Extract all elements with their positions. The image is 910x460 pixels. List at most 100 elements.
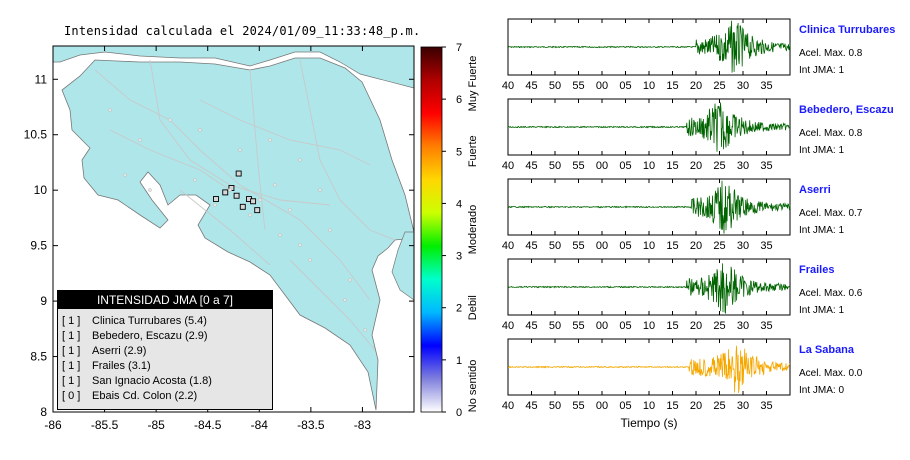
colorbar-tick-label: 3 xyxy=(456,251,462,263)
waveform-panel: 40 45 50 55 00 05 10 15 20 25 30 35 xyxy=(502,338,791,412)
waveform-x-tick-label: 05 xyxy=(619,240,631,252)
trace-station-name: Aserri xyxy=(799,184,831,196)
waveform-x-tick-label: 30 xyxy=(737,320,749,332)
waveform-x-tick-label: 45 xyxy=(525,400,537,412)
waveform-x-tick-label: 55 xyxy=(572,160,584,172)
waveform-x-tick-label: 25 xyxy=(713,160,725,172)
waveform-x-tick-label: 10 xyxy=(643,320,655,332)
waveform-x-tick-label: 35 xyxy=(760,400,772,412)
waveform-x-tick-label: 20 xyxy=(690,160,702,172)
waveform-x-tick-label: 40 xyxy=(502,160,514,172)
waveform-x-tick-label: 15 xyxy=(666,160,678,172)
waveform-x-tick-label: 35 xyxy=(760,320,772,332)
city-dot xyxy=(298,158,302,162)
legend-item-name: Bebedero, Escazu (2.9) xyxy=(92,330,208,342)
intensity-legend: INTENSIDAD JMA [0 a 7] [ 1 ] Clinica Turr… xyxy=(57,290,273,410)
waveform-x-tick-label: 55 xyxy=(572,80,584,92)
city-dot xyxy=(288,208,292,212)
trace-int-jma: Int JMA: 1 xyxy=(799,305,845,316)
station-marker xyxy=(213,196,219,203)
waveform-x-tick-label: 50 xyxy=(549,400,561,412)
station-marker xyxy=(222,189,229,196)
legend-item-name: San Ignacio Acosta (1.8) xyxy=(92,375,212,387)
city-dot xyxy=(258,198,262,202)
waveform-x-tick-label: 05 xyxy=(619,400,631,412)
city-dot xyxy=(268,138,272,142)
waveform-x-tick-label: 20 xyxy=(690,240,702,252)
waveform-panels: 40 45 50 55 00 05 10 15 20 25 30 35 40 45 50 55 00 05 10 15… xyxy=(502,18,791,430)
colorbar-tick-label: 7 xyxy=(456,42,462,54)
legend-item-jma: [ 0 ] xyxy=(62,390,81,402)
city-dot xyxy=(238,148,242,152)
map-x-tick-label: -84.5 xyxy=(194,418,222,432)
map-y-tick-label: 10.5 xyxy=(24,128,48,142)
trace-accel-max: Acel. Max. 0.8 xyxy=(799,48,863,59)
city-dot xyxy=(213,203,217,207)
waveform-x-tick-label: 05 xyxy=(619,320,631,332)
legend-item: [ 1 ] Bebedero, Escazu (2.9) xyxy=(62,329,272,344)
city-dot xyxy=(308,258,312,262)
waveform-x-tick-label: 35 xyxy=(760,160,772,172)
city-dot xyxy=(138,138,142,142)
waveform-x-tick-label: 00 xyxy=(596,160,608,172)
map-y-tick-label: 10 xyxy=(34,183,48,197)
waveform-x-tick-label: 00 xyxy=(596,400,608,412)
legend-item-name: Ebais Cd. Colon (2.2) xyxy=(92,390,198,402)
legend-header: INTENSIDAD JMA [0 a 7] xyxy=(58,291,272,309)
legend-item: [ 1 ] Frailes (3.1) xyxy=(62,359,272,374)
roads xyxy=(94,59,396,351)
waveform-x-tick-label: 10 xyxy=(643,240,655,252)
map-x-tick-label: -83 xyxy=(354,418,372,432)
colorbar-intensity-label: Fuerte xyxy=(467,135,479,167)
waveform-x-tick-label: 20 xyxy=(690,80,702,92)
waveform-x-tick-label: 25 xyxy=(713,320,725,332)
map-y-tick-label: 8 xyxy=(40,405,47,419)
colorbar-intensity-label: Muy Fuerte xyxy=(467,56,479,112)
city-dot xyxy=(168,118,172,122)
waveform-x-tick-label: 10 xyxy=(643,400,655,412)
city-dot xyxy=(363,328,367,332)
trace-int-jma: Int JMA: 1 xyxy=(799,225,845,236)
map-y-tick-label: 11 xyxy=(35,72,48,86)
trace-int-jma: Int JMA: 1 xyxy=(799,145,845,156)
city-dot xyxy=(123,173,127,177)
colorbar-tick-label: 0 xyxy=(456,407,462,419)
legend-item-name: Frailes (3.1) xyxy=(92,360,151,372)
city-dot xyxy=(348,278,352,282)
legend-item-name: Clinica Turrubares (5.4) xyxy=(92,315,207,327)
colorbar-tick-label: 2 xyxy=(456,303,462,315)
city-dot xyxy=(198,128,202,132)
waveform-x-tick-label: 30 xyxy=(737,160,749,172)
colorbar-tick-label: 6 xyxy=(456,94,462,106)
waveform-x-tick-label: 30 xyxy=(737,400,749,412)
legend-item: [ 1 ] Clinica Turrubares (5.4) xyxy=(62,314,272,329)
waveform-x-tick-label: 45 xyxy=(525,240,537,252)
waveform-x-tick-label: 05 xyxy=(619,160,631,172)
trace-accel-max: Acel. Max. 0.7 xyxy=(799,208,863,219)
colorbar: 0 1 2 3 4 5 6 7 No sentido Debil Moderado Fuerte Mu… xyxy=(420,42,479,419)
waveform-x-tick-label: 40 xyxy=(502,80,514,92)
legend-item: [ 1 ] San Ignacio Acosta (1.8) xyxy=(62,374,272,389)
waveform-x-tick-label: 35 xyxy=(760,240,772,252)
waveform-x-tick-label: 00 xyxy=(596,80,608,92)
legend-items: [ 1 ] Clinica Turrubares (5.4) [ 1 ] Bebede… xyxy=(58,309,272,404)
map-title: Intensidad calculada el 2024/01/09_11:33… xyxy=(64,24,421,38)
trace-station-name: Frailes xyxy=(799,264,835,276)
waveform-x-tick-label: 10 xyxy=(643,160,655,172)
map-y-tick-label: 9.5 xyxy=(30,239,47,253)
city-dot xyxy=(108,108,112,112)
colorbar-intensity-label: No sentido xyxy=(467,360,479,413)
legend-item-jma: [ 1 ] xyxy=(62,315,81,327)
map-x-tick-label: -84 xyxy=(251,418,269,432)
waveform-trace xyxy=(508,345,791,394)
waveform-x-tick-label: 45 xyxy=(525,320,537,332)
station-marker xyxy=(254,207,261,214)
trace-accel-max: Acel. Max. 0.6 xyxy=(799,288,863,299)
waveform-panel: 40 45 50 55 00 05 10 15 20 25 30 35 xyxy=(502,18,791,92)
waveform-panel: 40 45 50 55 00 05 10 15 20 25 30 35 xyxy=(502,178,791,252)
map-x-tick-label: -85 xyxy=(147,418,165,432)
colorbar-intensity-label: Moderado xyxy=(467,205,479,255)
legend-item-jma: [ 1 ] xyxy=(62,375,81,387)
trace-station-name: Bebedero, Escazu xyxy=(799,104,894,116)
waveform-trace xyxy=(507,102,791,152)
